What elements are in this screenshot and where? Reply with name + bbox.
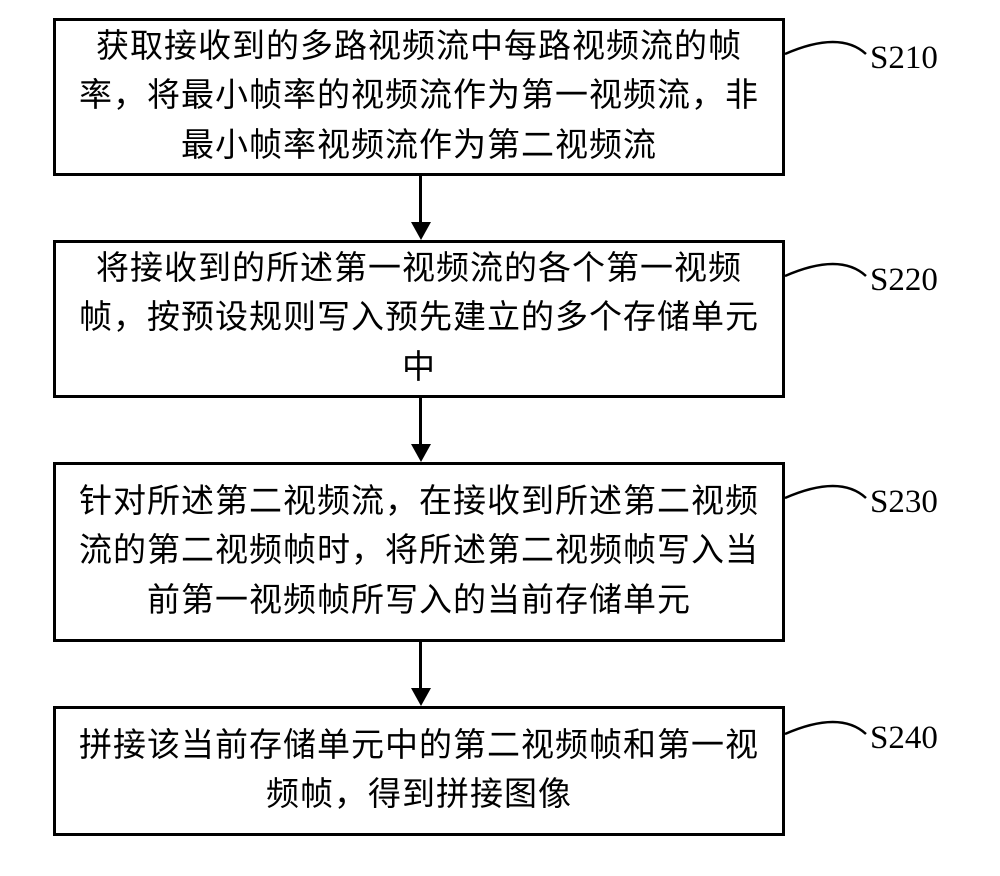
flow-step-text: 将接收到的所述第一视频流的各个第一视频帧，按预设规则写入预先建立的多个存储单元中 (74, 245, 764, 394)
flow-step-text: 针对所述第二视频流，在接收到所述第二视频流的第二视频帧时，将所述第二视频帧写入当… (74, 478, 764, 627)
callout-curve (783, 250, 868, 278)
arrow-head-icon (411, 444, 431, 462)
flow-step-text: 拼接该当前存储单元中的第二视频帧和第一视频帧，得到拼接图像 (74, 722, 764, 821)
callout-curve (783, 708, 868, 736)
flow-step-text: 获取接收到的多路视频流中每路视频流的帧率，将最小帧率的视频流作为第一视频流，非最… (74, 23, 764, 172)
flowchart-canvas: 获取接收到的多路视频流中每路视频流的帧率，将最小帧率的视频流作为第一视频流，非最… (0, 0, 1000, 876)
arrow-head-icon (411, 222, 431, 240)
flow-step-s240: 拼接该当前存储单元中的第二视频帧和第一视频帧，得到拼接图像 (53, 706, 785, 836)
callout-curve (783, 472, 868, 500)
flow-step-label-s220: S220 (870, 262, 938, 299)
arrow-line (419, 176, 422, 222)
arrow-head-icon (411, 688, 431, 706)
flow-step-label-s240: S240 (870, 720, 938, 757)
arrow-line (419, 642, 422, 688)
flow-step-s220: 将接收到的所述第一视频流的各个第一视频帧，按预设规则写入预先建立的多个存储单元中 (53, 240, 785, 398)
flow-step-label-s210: S210 (870, 40, 938, 77)
flow-step-s210: 获取接收到的多路视频流中每路视频流的帧率，将最小帧率的视频流作为第一视频流，非最… (53, 18, 785, 176)
flow-step-label-s230: S230 (870, 484, 938, 521)
callout-curve (783, 28, 868, 56)
arrow-line (419, 398, 422, 444)
flow-step-s230: 针对所述第二视频流，在接收到所述第二视频流的第二视频帧时，将所述第二视频帧写入当… (53, 462, 785, 642)
